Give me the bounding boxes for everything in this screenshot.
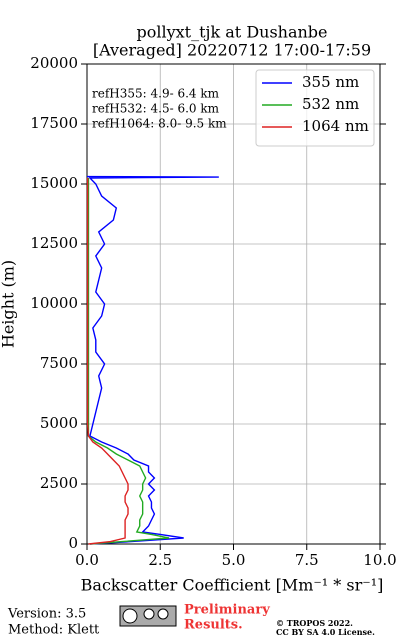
y-tick-label: 17500	[30, 114, 78, 132]
x-tick-label: 0.0	[75, 551, 99, 569]
annotation: refH1064: 8.0- 9.5 km	[92, 117, 227, 131]
y-tick-label: 7500	[40, 354, 78, 372]
profile-line	[87, 178, 170, 545]
chart-subtitle: [Averaged] 20220712 17:00-17:59	[93, 41, 371, 60]
x-tick-label: 2.5	[148, 551, 172, 569]
status: Preliminary	[184, 603, 270, 618]
x-tick-label: 10.0	[363, 551, 396, 569]
cc-badge	[119, 605, 177, 627]
x-tick-label: 5.0	[222, 551, 246, 569]
x-tick-label: 7.5	[295, 551, 319, 569]
status: Results.	[184, 618, 243, 633]
y-tick-label: 2500	[40, 474, 78, 492]
y-tick-label: 15000	[30, 174, 78, 192]
y-tick-label: 5000	[40, 414, 78, 432]
legend-label: 532 nm	[302, 95, 359, 113]
version: Version: 3.5	[7, 607, 86, 622]
x-axis-label: Backscatter Coefficient [Mm⁻¹ * sr⁻¹]	[81, 576, 384, 595]
y-tick-label: 12500	[30, 234, 78, 252]
method: Method: Klett	[8, 623, 100, 638]
profile-line	[86, 178, 129, 545]
y-tick-label: 20000	[30, 54, 78, 72]
legend-label: 355 nm	[302, 73, 359, 91]
legend-label: 1064 nm	[302, 117, 369, 135]
profile-line	[86, 175, 219, 545]
annotation: refH355: 4.9- 6.4 km	[92, 87, 220, 101]
copyright: CC BY SA 4.0 License.	[276, 627, 375, 637]
copyright: © TROPOS 2022.	[276, 618, 353, 628]
y-tick-label: 0	[68, 534, 78, 552]
y-tick-label: 10000	[30, 294, 78, 312]
annotation: refH532: 4.5- 6.0 km	[92, 102, 220, 116]
y-axis-label: Height (m)	[0, 260, 18, 348]
chart-title: pollyxt_tjk at Dushanbe	[136, 23, 327, 42]
